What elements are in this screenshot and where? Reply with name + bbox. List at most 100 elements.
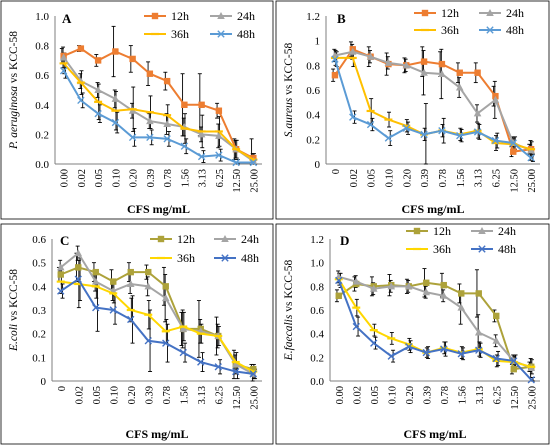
y-tick-label: 0.2 (306, 134, 320, 146)
legend-label: 12h (441, 6, 459, 20)
legend-marker (478, 245, 486, 253)
legend-label: 12h (433, 224, 451, 238)
series-48h (57, 275, 257, 378)
data-point (59, 53, 68, 61)
data-point (92, 268, 99, 276)
data-point (474, 69, 481, 76)
data-point (197, 358, 205, 366)
x-tick-label: 0 (57, 386, 68, 391)
data-point (422, 288, 431, 296)
x-tick-label: 0.10 (109, 386, 120, 404)
panel-letter: A (62, 11, 72, 26)
x-axis-title: CFS mg/mL (127, 202, 190, 216)
y-axis-title-rest: vs KCC-58 (8, 269, 20, 324)
legend-item-36h: 36h (414, 23, 459, 37)
legend-label: 24h (241, 232, 259, 246)
data-point (491, 95, 500, 103)
y-tick-label: 0.4 (310, 329, 324, 341)
y-tick-label: 1.0 (310, 258, 324, 270)
data-point (215, 107, 223, 114)
data-point (231, 360, 240, 368)
legend-marker (217, 30, 225, 38)
data-point (510, 365, 517, 373)
y-tick-label: 0.6 (310, 305, 324, 317)
x-tick-label: 0.78 (163, 169, 174, 187)
y-tick-label: 0.5 (32, 258, 46, 270)
y-axis-title-rest: vs KCC-58 (283, 259, 295, 314)
panel-letter: D (340, 233, 349, 248)
data-point (161, 294, 170, 302)
legend-label: 36h (177, 251, 195, 265)
x-tick-label: 0.02 (74, 386, 85, 404)
x-tick-label: 6.25 (214, 386, 225, 404)
x-tick-label: 1.56 (457, 386, 468, 404)
y-axis-title: E.coli vs KCC-58 (8, 269, 20, 352)
data-point (473, 128, 482, 136)
data-point (111, 94, 120, 102)
data-point (112, 48, 119, 55)
x-tick-label: 0.78 (440, 386, 451, 404)
data-point (405, 342, 413, 351)
x-tick-label: 12.50 (510, 386, 521, 410)
data-point (94, 57, 102, 64)
data-point (491, 136, 500, 145)
data-point (126, 279, 135, 287)
data-point (455, 83, 464, 91)
data-point (473, 109, 482, 117)
legend-marker (157, 235, 165, 243)
legend-label: 12h (177, 232, 195, 246)
data-point (57, 287, 65, 295)
data-point (456, 131, 464, 140)
y-tick-label: 1.0 (35, 11, 49, 23)
legend-label: 48h (506, 23, 524, 37)
series-line (62, 62, 254, 161)
x-tick-label: 0.20 (402, 169, 413, 187)
y-tick-label: 1.2 (306, 11, 320, 23)
x-tick-label: 0.05 (94, 169, 105, 187)
data-point (163, 135, 171, 143)
data-point (440, 345, 448, 353)
data-point (352, 277, 361, 285)
y-tick-label: 0.6 (306, 85, 320, 97)
data-point (439, 291, 448, 299)
chart-panel-c: 0 0.1 0.2 0.3 0.4 0.5 0.6 0 0.02 0.05 0.10 0.20 0.39… (0, 223, 274, 445)
data-point (366, 120, 375, 129)
data-point (387, 352, 395, 360)
data-point (475, 346, 483, 354)
legend-item-12h: 12h (150, 232, 195, 246)
y-tick-label: 0.3 (32, 305, 46, 317)
error-bar (130, 295, 135, 344)
data-point (493, 312, 500, 320)
legend-marker (217, 12, 225, 19)
legend: 12h 24h 36h 48h (144, 9, 255, 41)
data-point (510, 357, 518, 365)
x-tick-label: 0.78 (162, 386, 173, 404)
data-point (180, 142, 189, 150)
x-tick-label: 0.39 (422, 386, 433, 404)
data-point (509, 139, 517, 147)
data-point (402, 124, 410, 132)
error-bar (370, 117, 375, 132)
data-point (198, 101, 205, 108)
x-tick-label: 0.78 (438, 169, 449, 187)
data-point (56, 263, 65, 271)
y-axis-title-organism: E.faecalis (283, 314, 295, 361)
y-axis-title: E.faecalis vs KCC-58 (283, 259, 295, 361)
legend-marker (413, 227, 421, 235)
x-axis-title: CFS mg/mL (402, 202, 465, 216)
legend-item-12h: 12h (144, 9, 189, 23)
legend-label: 12h (171, 9, 189, 23)
data-point (77, 96, 85, 105)
x-tick-label: 6.25 (491, 169, 502, 187)
data-point (438, 69, 446, 77)
legend-item-24h: 24h (214, 232, 259, 246)
data-point (74, 275, 82, 283)
data-point (250, 365, 257, 373)
legend-marker (478, 227, 486, 234)
data-point (457, 350, 465, 358)
y-tick-label: 0.8 (310, 281, 324, 293)
data-point (179, 324, 188, 332)
data-point (402, 61, 411, 69)
panel-letter: B (337, 11, 346, 26)
legend-item-48h: 48h (210, 27, 255, 41)
